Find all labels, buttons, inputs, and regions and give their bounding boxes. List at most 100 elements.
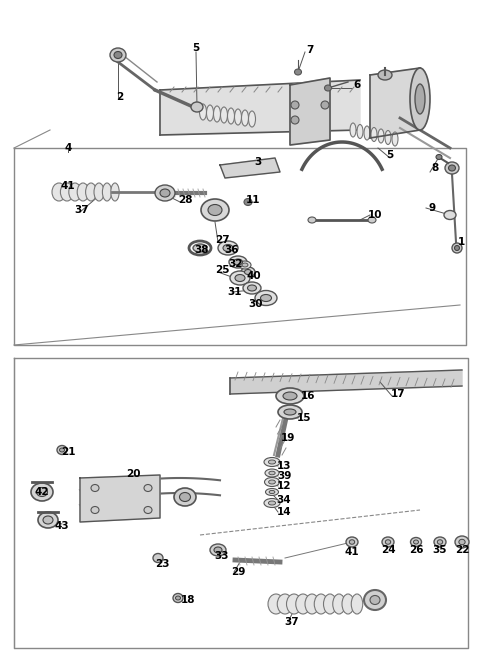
Ellipse shape [114,51,122,59]
Ellipse shape [235,109,241,125]
Ellipse shape [176,596,180,600]
Text: 19: 19 [281,433,295,443]
Ellipse shape [296,594,310,614]
Ellipse shape [144,484,152,492]
Ellipse shape [392,132,398,146]
Text: 37: 37 [75,205,89,215]
Ellipse shape [436,154,442,159]
Text: 41: 41 [60,181,75,191]
Text: 16: 16 [301,391,315,401]
Text: 11: 11 [246,195,260,205]
Polygon shape [290,78,330,145]
Ellipse shape [230,271,250,285]
Text: 24: 24 [381,545,396,555]
Ellipse shape [193,244,207,252]
Ellipse shape [206,105,214,121]
Ellipse shape [351,594,363,614]
Ellipse shape [144,507,152,513]
Ellipse shape [415,84,425,114]
Ellipse shape [255,291,277,306]
Text: 33: 33 [215,551,229,561]
Ellipse shape [414,540,419,544]
Ellipse shape [102,183,111,201]
Ellipse shape [452,243,462,253]
Text: 23: 23 [155,559,169,569]
Text: 3: 3 [254,157,262,167]
Text: 13: 13 [277,461,291,471]
Ellipse shape [357,125,363,138]
Ellipse shape [228,108,235,124]
Polygon shape [160,80,360,135]
Polygon shape [370,68,420,138]
Ellipse shape [248,285,256,291]
Text: 30: 30 [249,299,263,309]
Ellipse shape [269,490,275,494]
Ellipse shape [350,123,356,137]
Text: 10: 10 [368,210,382,220]
Ellipse shape [324,85,332,91]
Text: 6: 6 [353,80,360,90]
Ellipse shape [324,594,336,614]
Ellipse shape [284,409,296,415]
Ellipse shape [200,104,206,120]
Text: 35: 35 [433,545,447,555]
Ellipse shape [349,540,355,544]
Ellipse shape [448,165,456,171]
Text: 4: 4 [64,143,72,153]
Text: 36: 36 [225,245,239,255]
Ellipse shape [269,480,276,484]
Text: 5: 5 [386,150,394,160]
Text: 1: 1 [457,237,465,247]
Ellipse shape [60,448,64,452]
Text: 42: 42 [35,487,49,497]
Text: 2: 2 [116,92,124,102]
Ellipse shape [191,102,203,112]
Ellipse shape [314,594,328,614]
Ellipse shape [268,460,276,464]
Ellipse shape [278,405,302,419]
Ellipse shape [364,126,370,140]
Ellipse shape [445,162,459,174]
Text: 5: 5 [192,43,200,53]
Ellipse shape [268,594,284,614]
Ellipse shape [111,183,119,201]
Ellipse shape [333,594,345,614]
Ellipse shape [160,189,170,197]
Ellipse shape [459,539,465,545]
Ellipse shape [346,537,358,547]
Ellipse shape [77,183,89,201]
Text: 25: 25 [215,265,229,275]
Ellipse shape [261,295,272,302]
Ellipse shape [233,259,242,265]
Ellipse shape [38,512,58,528]
Ellipse shape [60,183,73,201]
Ellipse shape [437,540,443,544]
Ellipse shape [249,111,255,127]
Ellipse shape [434,537,446,547]
Ellipse shape [283,392,297,400]
Text: 28: 28 [178,195,192,205]
Text: 7: 7 [306,45,314,55]
Text: 39: 39 [277,471,291,481]
Ellipse shape [269,471,275,474]
Text: 12: 12 [277,481,291,491]
Ellipse shape [291,116,299,124]
Ellipse shape [242,263,248,267]
Text: 21: 21 [61,447,75,457]
Ellipse shape [368,217,376,223]
Ellipse shape [264,478,279,486]
Ellipse shape [218,241,238,255]
Ellipse shape [444,210,456,219]
Ellipse shape [241,267,255,277]
Text: 8: 8 [432,163,439,173]
Ellipse shape [276,388,304,404]
Text: 20: 20 [126,469,140,479]
Ellipse shape [364,590,386,610]
Ellipse shape [43,516,53,524]
Ellipse shape [69,183,81,201]
Ellipse shape [235,275,245,281]
Ellipse shape [239,261,251,269]
Ellipse shape [155,185,175,201]
Ellipse shape [243,282,261,294]
Ellipse shape [173,594,183,602]
